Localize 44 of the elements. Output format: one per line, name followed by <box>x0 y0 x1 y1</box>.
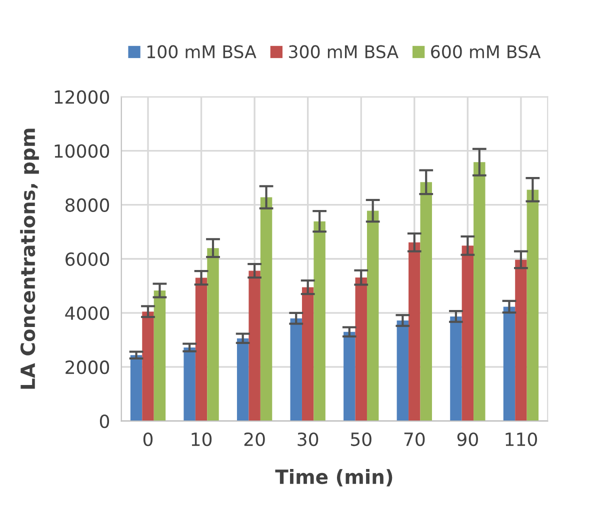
bar <box>344 332 356 422</box>
x-tick-label: 90 <box>457 432 478 446</box>
x-tick-label: 50 <box>351 432 372 446</box>
x-tick-label: 20 <box>244 432 265 446</box>
y-tick-label: 12000 <box>54 90 110 104</box>
bar <box>503 306 516 422</box>
y-tick-label: 4000 <box>65 306 110 320</box>
y-axis-title: LA Concentrations, ppm <box>20 128 39 389</box>
x-tick-label: 0 <box>143 432 153 446</box>
bar <box>154 290 166 422</box>
bar <box>290 318 302 422</box>
legend-label: 600 mM BSA <box>431 45 541 58</box>
bar <box>184 348 196 422</box>
bar <box>248 270 260 422</box>
bar <box>515 260 527 422</box>
y-tick-label: 2000 <box>66 360 110 374</box>
bar <box>130 355 142 422</box>
bar <box>408 242 420 422</box>
bar <box>462 246 474 422</box>
bar <box>420 182 432 422</box>
legend-label: 300 mM BSA <box>289 45 398 58</box>
y-tick-label: 8000 <box>66 198 110 212</box>
bar <box>474 162 486 422</box>
bar <box>302 287 314 422</box>
bar <box>195 278 208 422</box>
bar <box>207 248 219 422</box>
bar <box>142 312 154 422</box>
x-tick-label: 10 <box>192 432 212 446</box>
y-tick-label: 6000 <box>66 252 110 266</box>
x-tick-label: 70 <box>404 432 425 446</box>
bar <box>526 190 539 422</box>
x-tick-label: 110 <box>506 432 537 446</box>
y-tick-label: 10000 <box>54 144 110 158</box>
bar <box>260 197 272 422</box>
bar <box>366 210 379 422</box>
y-tick-label: 0 <box>100 414 110 428</box>
bar <box>450 316 462 422</box>
bar <box>396 320 409 422</box>
bar <box>355 278 367 422</box>
x-tick-label: 30 <box>298 432 318 446</box>
bar <box>314 221 326 422</box>
x-axis-title: Time (min) <box>275 469 392 486</box>
legend-label: 100 mM BSA <box>147 45 256 58</box>
bar <box>236 338 249 422</box>
